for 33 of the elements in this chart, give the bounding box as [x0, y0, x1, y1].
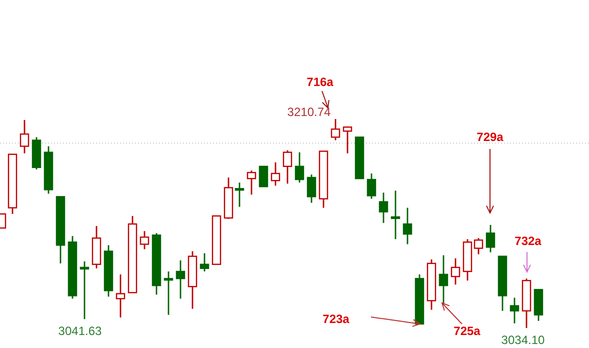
annotation: 3041.63: [58, 324, 102, 338]
candlestick: [378, 192, 388, 224]
candlestick: [258, 166, 268, 188]
candlestick: [234, 182, 244, 208]
annotation: 723a: [322, 312, 350, 326]
text: 3034.10: [501, 333, 546, 347]
candlestick: [402, 207, 412, 245]
candlestick: [164, 270, 174, 316]
annotation: 3210.74: [287, 105, 332, 119]
annotation: 725a: [454, 324, 481, 338]
annotation: 729a: [476, 130, 504, 144]
candlestick: [80, 260, 90, 320]
candlestick: [306, 174, 316, 204]
candlestick: [330, 118, 340, 141]
candlestick: [390, 190, 400, 240]
candlestick: [366, 172, 376, 200]
candlestick: [438, 254, 448, 304]
candlestick: [282, 150, 292, 184]
candlestick: [342, 126, 352, 154]
candlestick: [270, 162, 280, 186]
candlestick: [450, 258, 460, 286]
candlestick: [474, 237, 484, 255]
candlestick: [200, 252, 210, 272]
text: 716a: [306, 75, 334, 89]
candlestick: [140, 230, 150, 250]
candlestick: [116, 274, 126, 318]
candlestick: [294, 152, 304, 184]
candlestick: [486, 224, 496, 253]
candlestick: [246, 170, 256, 196]
candlestick: [20, 119, 30, 154]
annotation: 732a: [514, 234, 542, 248]
candlestick: [176, 260, 186, 300]
candlestick: [510, 297, 520, 324]
